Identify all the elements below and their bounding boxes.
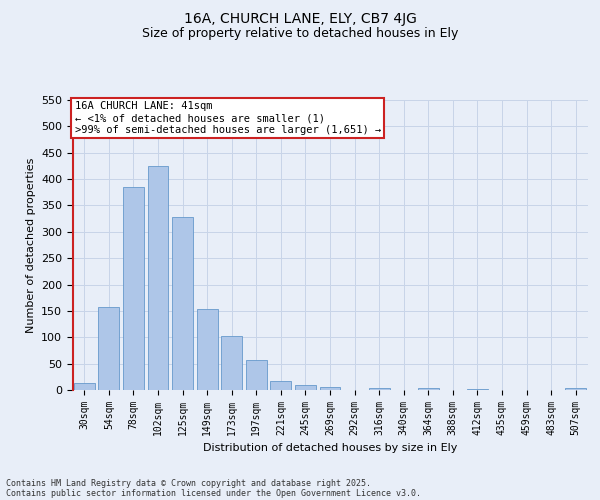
Bar — [74, 383, 95, 390]
Bar — [368, 388, 389, 390]
Text: Contains public sector information licensed under the Open Government Licence v3: Contains public sector information licen… — [6, 488, 421, 498]
Text: 16A, CHURCH LANE, ELY, CB7 4JG: 16A, CHURCH LANE, ELY, CB7 4JG — [184, 12, 416, 26]
Bar — [221, 336, 242, 390]
Y-axis label: Number of detached properties: Number of detached properties — [26, 158, 35, 332]
X-axis label: Distribution of detached houses by size in Ely: Distribution of detached houses by size … — [203, 444, 457, 454]
Bar — [123, 187, 144, 390]
Bar — [172, 217, 193, 390]
Text: Size of property relative to detached houses in Ely: Size of property relative to detached ho… — [142, 28, 458, 40]
Bar — [295, 384, 316, 390]
Bar — [98, 307, 119, 390]
Text: 16A CHURCH LANE: 41sqm
← <1% of detached houses are smaller (1)
>99% of semi-det: 16A CHURCH LANE: 41sqm ← <1% of detached… — [74, 102, 381, 134]
Bar — [565, 388, 586, 390]
Bar — [418, 388, 439, 390]
Bar — [320, 388, 340, 390]
Text: Contains HM Land Registry data © Crown copyright and database right 2025.: Contains HM Land Registry data © Crown c… — [6, 478, 371, 488]
Bar — [467, 389, 488, 390]
Bar — [246, 360, 267, 390]
Bar — [271, 380, 292, 390]
Bar — [197, 310, 218, 390]
Bar — [148, 166, 169, 390]
